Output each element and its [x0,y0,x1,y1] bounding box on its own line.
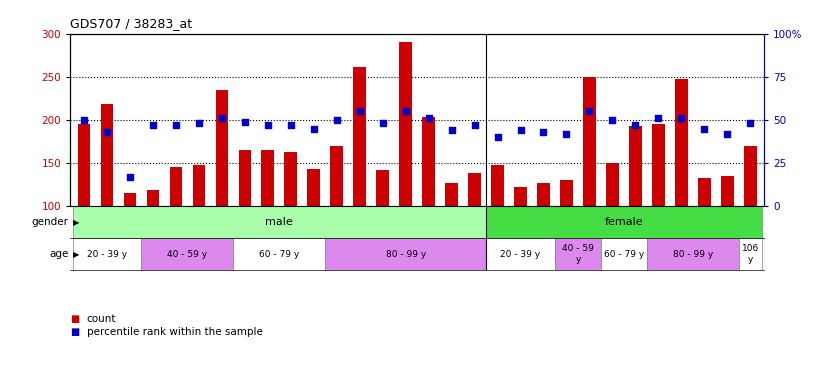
Point [238,119,251,125]
Text: age: age [50,249,69,259]
Bar [601,238,647,270]
Point [307,126,320,132]
Bar [721,176,733,206]
Bar [325,238,486,270]
Bar [101,105,113,206]
Point [78,117,91,123]
Bar [675,79,688,206]
Bar [124,194,136,206]
Point [720,131,733,137]
Bar [744,146,757,206]
Point [514,128,527,134]
Text: 106
y: 106 y [742,244,759,264]
Bar [78,124,90,206]
Bar [486,206,762,238]
Point [123,174,136,180]
Text: count: count [87,314,116,324]
Bar [537,183,550,206]
Text: 40 - 59 y: 40 - 59 y [168,250,207,259]
Point [169,122,183,128]
Bar [233,238,325,270]
Point [675,115,688,121]
Bar [377,170,389,206]
Text: 20 - 39 y: 20 - 39 y [87,250,127,259]
Bar [491,165,504,206]
Bar [399,42,412,206]
Bar [262,150,274,206]
Bar [698,178,710,206]
Bar [445,183,458,206]
Point [652,115,665,121]
Bar [560,180,572,206]
Point [468,122,482,128]
Point [376,120,389,126]
Point [537,129,550,135]
Bar [239,150,251,206]
Point [330,117,344,123]
Bar [555,238,601,270]
Text: ■: ■ [70,327,79,337]
Point [422,115,435,121]
Bar [468,172,481,206]
Bar [652,124,665,206]
Text: 60 - 79 y: 60 - 79 y [604,250,644,259]
Point [353,108,366,114]
Bar [583,77,596,206]
Text: ▶: ▶ [73,217,79,226]
Text: male: male [265,217,293,227]
Text: ■: ■ [70,314,79,324]
Text: gender: gender [31,217,69,227]
Text: female: female [605,217,643,227]
Point [399,108,412,114]
Bar [738,238,762,270]
Bar [515,187,527,206]
Point [629,122,642,128]
Point [216,115,229,121]
Point [261,122,274,128]
Text: 60 - 79 y: 60 - 79 y [259,250,299,259]
Bar [146,190,159,206]
Bar [73,238,141,270]
Bar [486,238,555,270]
Bar [141,238,233,270]
Point [560,131,573,137]
Point [101,129,114,135]
Text: 80 - 99 y: 80 - 99 y [386,250,425,259]
Bar [169,167,183,206]
Point [284,122,297,128]
Point [146,122,159,128]
Text: 20 - 39 y: 20 - 39 y [501,250,540,259]
Bar [422,117,435,206]
Point [583,108,596,114]
Bar [330,146,343,206]
Point [491,134,504,140]
Text: percentile rank within the sample: percentile rank within the sample [87,327,263,337]
Point [192,120,206,126]
Text: 40 - 59
y: 40 - 59 y [562,244,594,264]
Bar [284,152,297,206]
Text: 80 - 99 y: 80 - 99 y [672,250,713,259]
Text: GDS707 / 38283_at: GDS707 / 38283_at [70,18,192,30]
Text: ▶: ▶ [73,250,79,259]
Bar [647,238,738,270]
Point [698,126,711,132]
Bar [216,90,228,206]
Bar [192,165,205,206]
Point [445,128,458,134]
Point [743,120,757,126]
Bar [307,169,320,206]
Point [605,117,619,123]
Bar [354,66,366,206]
Bar [629,126,642,206]
Bar [73,206,486,238]
Bar [606,163,619,206]
